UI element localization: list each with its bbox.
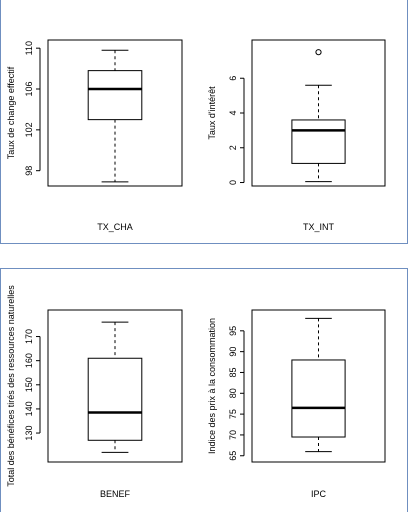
y-axis-label: Taux de change effectif (6, 66, 16, 159)
y-tick-label: 2 (228, 145, 238, 150)
plot-frame-2 (47, 309, 183, 463)
x-axis-label: TX_INT (303, 222, 335, 232)
y-tick-label: 75 (228, 409, 238, 419)
y-tick-label: 4 (228, 110, 238, 115)
y-tick-label: 6 (228, 76, 238, 81)
iqr-box-2 (87, 357, 143, 441)
x-axis-label: IPC (311, 489, 327, 499)
y-axis-label: Total des bénéfices tirés des ressources… (6, 285, 16, 487)
iqr-box-1 (291, 119, 346, 164)
y-tick-label: 110 (24, 41, 34, 55)
y-tick-label: 98 (24, 166, 34, 176)
y-tick-label: 85 (228, 367, 238, 377)
iqr-box-0 (87, 70, 143, 121)
y-tick-label: 65 (228, 451, 238, 461)
y-tick-label: 80 (228, 388, 238, 398)
iqr-box-3 (291, 359, 346, 438)
y-tick-label: 90 (228, 347, 238, 357)
y-tick-label: 70 (228, 430, 238, 440)
y-axis-label: Indice des prix à la consommation (207, 318, 217, 454)
y-tick-label: 95 (228, 326, 238, 336)
plot-frame-1 (251, 39, 386, 187)
y-axis-label: Taux d'intérêt (207, 86, 217, 140)
plot-frame-0 (47, 39, 183, 187)
y-tick-label: 102 (24, 122, 34, 137)
x-axis-label: BENEF (100, 489, 131, 499)
y-tick-label: 140 (24, 401, 34, 416)
outlier-point-1-0 (315, 49, 322, 56)
y-tick-label: 130 (24, 426, 34, 441)
plot-frame-3 (251, 309, 386, 463)
x-axis-label: TX_CHA (97, 222, 133, 232)
y-tick-label: 160 (24, 353, 34, 368)
y-tick-label: 106 (24, 81, 34, 96)
y-tick-label: 0 (228, 180, 238, 185)
y-tick-label: 170 (24, 329, 34, 344)
y-tick-label: 150 (24, 377, 34, 392)
